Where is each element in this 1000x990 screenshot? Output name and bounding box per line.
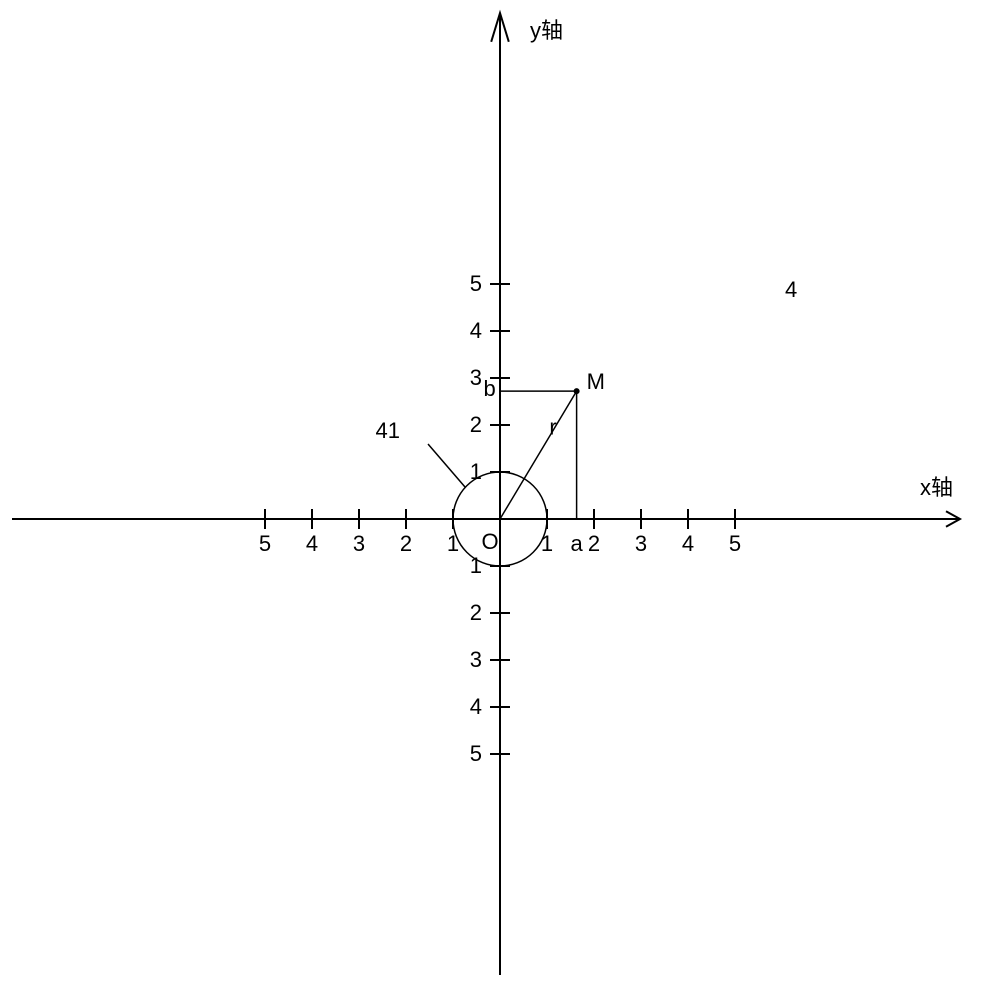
y-tick-label: 5 (470, 741, 482, 766)
coordinate-diagram: x轴y轴54321123451234512345OMrab441 (0, 0, 1000, 990)
x-tick-label: 3 (635, 531, 647, 556)
x-tick-label: 2 (400, 531, 412, 556)
callout-41: 41 (376, 418, 400, 443)
x-tick-label: 4 (682, 531, 694, 556)
y-tick-label: 4 (470, 318, 482, 343)
y-tick-label: 3 (470, 647, 482, 672)
y-tick-label: 5 (470, 271, 482, 296)
y-tick-label: 2 (470, 412, 482, 437)
x-tick-label: 1 (447, 531, 459, 556)
callout-4: 4 (785, 277, 797, 302)
x-tick-label: 2 (588, 531, 600, 556)
origin-label: O (481, 529, 498, 554)
y-tick-label: 4 (470, 694, 482, 719)
point-m-label: M (587, 369, 605, 394)
y-axis-label: y轴 (530, 18, 563, 43)
y-tick-label: 1 (470, 459, 482, 484)
x-tick-label: 1 (541, 531, 553, 556)
r-label: r (549, 414, 556, 439)
x-axis-label: x轴 (920, 475, 953, 500)
callout-41-leader (428, 444, 465, 487)
x-tick-label: 5 (259, 531, 271, 556)
x-tick-label: 3 (353, 531, 365, 556)
a-label: a (570, 531, 583, 556)
y-tick-label: 3 (470, 365, 482, 390)
x-tick-label: 5 (729, 531, 741, 556)
y-tick-label: 2 (470, 600, 482, 625)
x-tick-label: 4 (306, 531, 318, 556)
r-segment (500, 391, 577, 519)
b-label: b (484, 376, 496, 401)
